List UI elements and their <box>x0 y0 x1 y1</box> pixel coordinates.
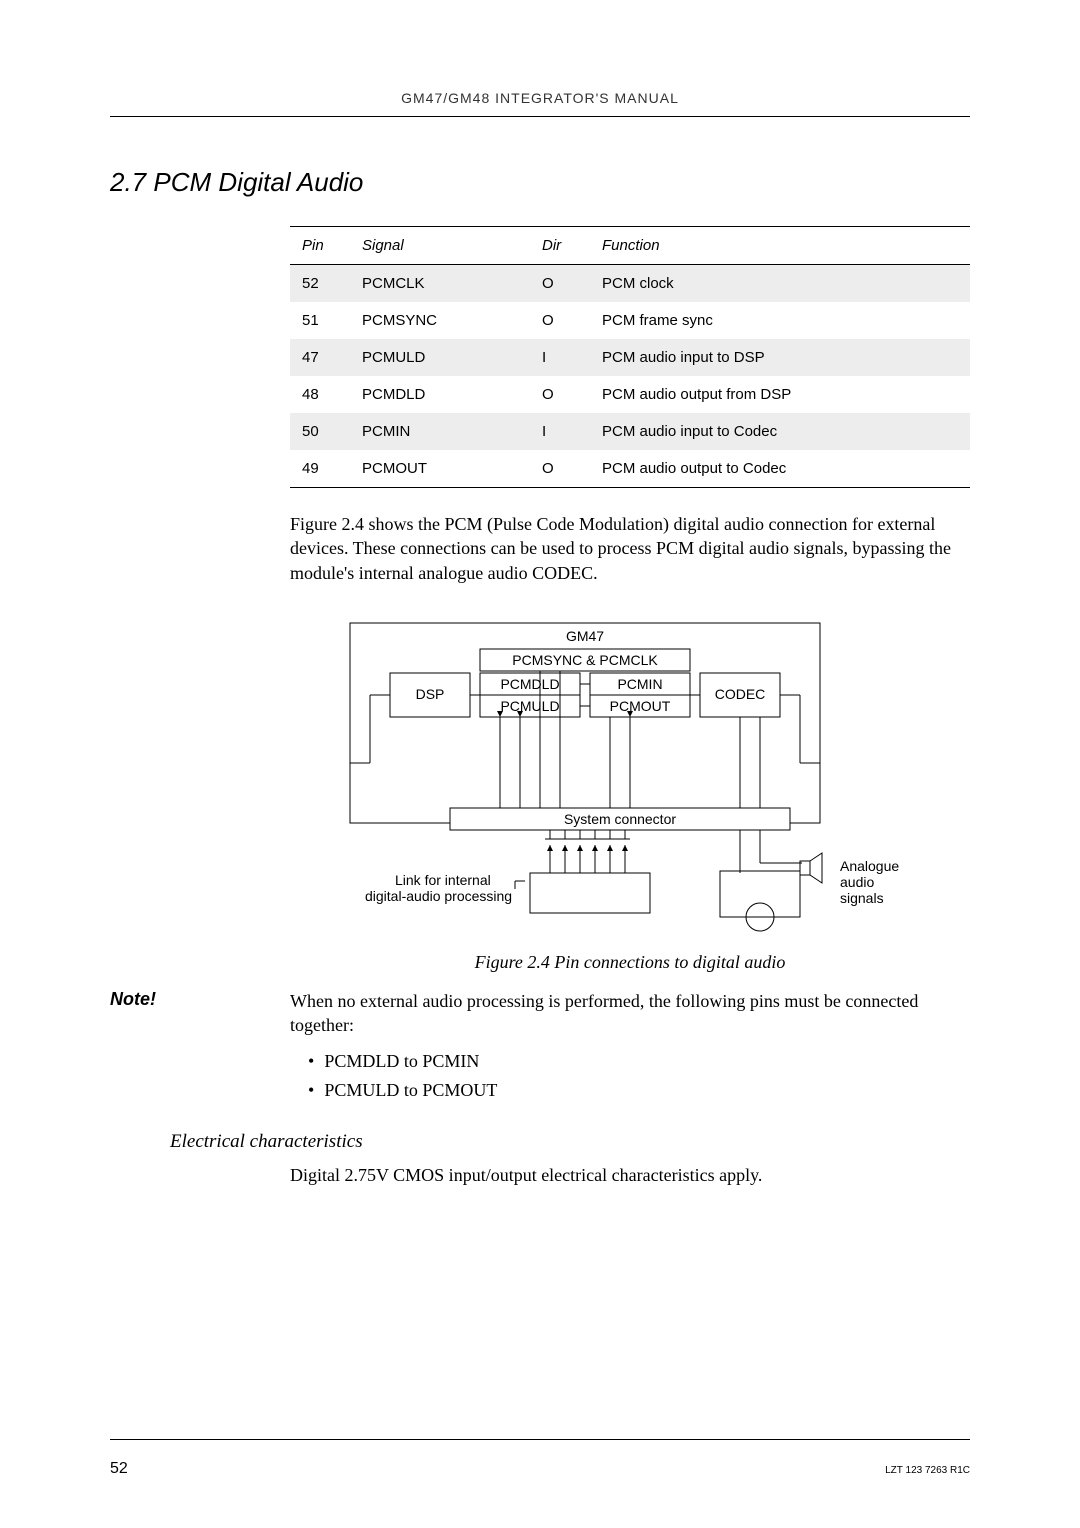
cell-func: PCM frame sync <box>590 302 970 339</box>
figure-caption: Figure 2.4 Pin connections to digital au… <box>290 952 970 973</box>
footer-rule <box>110 1439 970 1440</box>
cell-dir: O <box>530 265 590 303</box>
table-body: 52 PCMCLK O PCM clock 51 PCMSYNC O PCM f… <box>290 265 970 488</box>
cell-dir: O <box>530 376 590 413</box>
note-row: Note! When no external audio processing … <box>110 989 970 1038</box>
cell-func: PCM clock <box>590 265 970 303</box>
footer: 52 LZT 123 7263 R1C <box>110 1439 970 1478</box>
bullet-item: PCMDLD to PCMIN <box>308 1047 970 1076</box>
table-row: 52 PCMCLK O PCM clock <box>290 265 970 303</box>
cell-dir: I <box>530 339 590 376</box>
cell-pin: 49 <box>290 450 350 488</box>
cell-pin: 48 <box>290 376 350 413</box>
cell-func: PCM audio input to Codec <box>590 413 970 450</box>
label-pcmin: PCMIN <box>617 676 662 692</box>
footer-row: 52 LZT 123 7263 R1C <box>110 1460 970 1478</box>
label-link2: digital-audio processing <box>365 888 512 904</box>
table-row: 47 PCMULD I PCM audio input to DSP <box>290 339 970 376</box>
running-header: GM47/GM48 INTEGRATOR'S MANUAL <box>110 90 970 106</box>
table-row: 51 PCMSYNC O PCM frame sync <box>290 302 970 339</box>
content-column: Pin Signal Dir Function 52 PCMCLK O PCM … <box>290 226 970 973</box>
cell-signal: PCMULD <box>350 339 530 376</box>
cell-dir: O <box>530 450 590 488</box>
cell-signal: PCMSYNC <box>350 302 530 339</box>
paragraph-intro: Figure 2.4 shows the PCM (Pulse Code Mod… <box>290 512 970 585</box>
cell-func: PCM audio input to DSP <box>590 339 970 376</box>
doc-id: LZT 123 7263 R1C <box>885 1465 970 1476</box>
col-header-function: Function <box>590 227 970 265</box>
cell-pin: 52 <box>290 265 350 303</box>
col-header-dir: Dir <box>530 227 590 265</box>
cell-signal: PCMCLK <box>350 265 530 303</box>
label-analogue3: signals <box>840 890 884 906</box>
label-pcmout: PCMOUT <box>610 698 671 714</box>
figure-svg: GM47 PCMSYNC & PCMCLK DSP PCMDLD PCMULD … <box>320 613 940 933</box>
section-title-text: PCM Digital Audio <box>153 167 363 197</box>
cell-pin: 51 <box>290 302 350 339</box>
label-pcmuld: PCMULD <box>500 698 559 714</box>
label-gm47: GM47 <box>566 628 604 644</box>
col-header-pin: Pin <box>290 227 350 265</box>
cell-dir: O <box>530 302 590 339</box>
label-link1: Link for internal <box>395 872 491 888</box>
cell-func: PCM audio output from DSP <box>590 376 970 413</box>
table-row: 48 PCMDLD O PCM audio output from DSP <box>290 376 970 413</box>
label-sysconn: System connector <box>564 811 676 827</box>
col-header-signal: Signal <box>350 227 530 265</box>
label-analogue2: audio <box>840 874 874 890</box>
table-header-row: Pin Signal Dir Function <box>290 227 970 265</box>
cell-func: PCM audio output to Codec <box>590 450 970 488</box>
cell-signal: PCMDLD <box>350 376 530 413</box>
page: GM47/GM48 INTEGRATOR'S MANUAL 2.7 PCM Di… <box>0 0 1080 1528</box>
pin-table: Pin Signal Dir Function 52 PCMCLK O PCM … <box>290 226 970 488</box>
cell-signal: PCMOUT <box>350 450 530 488</box>
label-codec: CODEC <box>715 686 766 702</box>
label-pcmdld: PCMDLD <box>500 676 559 692</box>
cell-pin: 47 <box>290 339 350 376</box>
label-analogue1: Analogue <box>840 858 899 874</box>
label-pcmsyncclk: PCMSYNC & PCMCLK <box>512 652 658 668</box>
note-text: When no external audio processing is per… <box>290 989 970 1038</box>
table-head: Pin Signal Dir Function <box>290 227 970 265</box>
elec-text: Digital 2.75V CMOS input/output electric… <box>290 1165 970 1186</box>
table-row: 50 PCMIN I PCM audio input to Codec <box>290 413 970 450</box>
header-rule <box>110 116 970 117</box>
note-label: Note! <box>110 989 290 1038</box>
page-number: 52 <box>110 1460 128 1478</box>
bullet-list: PCMDLD to PCMIN PCMULD to PCMOUT <box>308 1047 970 1105</box>
table-row: 49 PCMOUT O PCM audio output to Codec <box>290 450 970 488</box>
figure: GM47 PCMSYNC & PCMCLK DSP PCMDLD PCMULD … <box>290 613 970 973</box>
section-title: 2.7 PCM Digital Audio <box>110 167 970 198</box>
section-number: 2.7 <box>110 167 146 197</box>
cell-signal: PCMIN <box>350 413 530 450</box>
elec-heading: Electrical characteristics <box>170 1131 970 1153</box>
label-dsp: DSP <box>416 686 445 702</box>
cell-dir: I <box>530 413 590 450</box>
cell-pin: 50 <box>290 413 350 450</box>
bullet-item: PCMULD to PCMOUT <box>308 1076 970 1105</box>
